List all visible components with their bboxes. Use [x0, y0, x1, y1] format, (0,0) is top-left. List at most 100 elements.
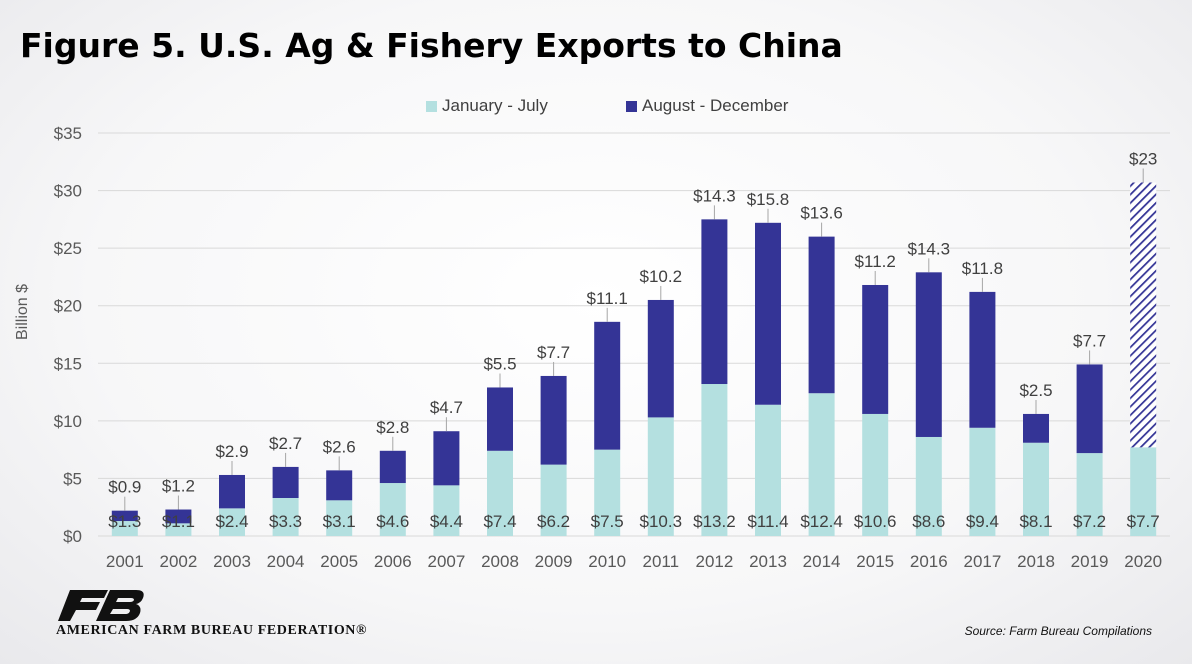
- bar-jan-jul-2012: [701, 384, 728, 536]
- data-label-jan-jul-2010: $7.5: [591, 512, 624, 531]
- data-label-jan-jul-2018: $8.1: [1019, 512, 1052, 531]
- source-note: Source: Farm Bureau Compilations: [964, 624, 1152, 638]
- bar-aug-dec-2018: [1023, 413, 1049, 443]
- data-label-jan-jul-2019: $7.2: [1073, 512, 1106, 531]
- data-label-jan-jul-2005: $3.1: [323, 512, 356, 531]
- data-label-aug-dec-2005: $2.6: [323, 437, 356, 456]
- legend-item-aug-dec: August - December: [626, 96, 788, 116]
- bar-jan-jul-2006: [379, 483, 406, 536]
- data-label-jan-jul-2008: $7.4: [483, 512, 516, 531]
- bar-aug-dec-2008: [487, 387, 513, 451]
- data-label-jan-jul-2006: $4.6: [376, 512, 409, 531]
- bar-jan-jul-2003: [219, 508, 245, 536]
- bar-aug-dec-2006: [379, 450, 406, 484]
- bar-aug-dec-2011: [647, 299, 674, 418]
- y-tick-label: $0: [63, 527, 82, 546]
- x-tick-label: 2006: [374, 552, 412, 571]
- data-label-aug-dec-2012: $14.3: [693, 186, 736, 205]
- bar-aug-dec-2014: [808, 236, 835, 394]
- fb-logo-icon: [58, 590, 144, 621]
- data-label-aug-dec-2007: $4.7: [430, 398, 463, 417]
- logo-text: AMERICAN FARM BUREAU FEDERATION®: [56, 623, 368, 638]
- legend-swatch-jan-jul: [426, 100, 437, 112]
- bar-aug-dec-2015: [862, 284, 889, 414]
- bar-jan-jul-2018: [1023, 442, 1049, 536]
- x-tick-label: 2009: [535, 552, 573, 571]
- x-tick-label: 2016: [910, 552, 948, 571]
- bar-jan-jul-2011: [647, 417, 674, 536]
- data-label-jan-jul-2013: $11.4: [747, 512, 788, 531]
- x-tick-label: 2011: [643, 552, 680, 571]
- y-tick-label: $15: [54, 354, 82, 373]
- data-label-aug-dec-2018: $2.5: [1019, 381, 1052, 400]
- data-label-jan-jul-2016: $8.6: [912, 512, 945, 531]
- bar-jan-jul-2015: [862, 413, 889, 536]
- y-tick-label: $30: [54, 182, 82, 201]
- legend-label-aug-dec: August - December: [642, 96, 789, 115]
- x-tick-label: 2004: [267, 552, 305, 571]
- legend: January - July August - December: [0, 96, 1192, 118]
- x-tick-label: 2012: [695, 552, 733, 571]
- bar-jan-jul-2014: [808, 393, 835, 536]
- bar-jan-jul-2013: [755, 404, 781, 536]
- bars: [111, 182, 1157, 536]
- y-tick-label: $5: [63, 469, 82, 488]
- data-label-jan-jul-2011: $10.3: [640, 512, 683, 531]
- y-axis-ticks: $0 $5 $10 $15 $20 $25 $30 $35: [54, 124, 82, 546]
- gridlines: [98, 132, 1170, 537]
- bar-jan-jul-2004: [272, 498, 299, 536]
- bar-aug-dec-2010: [594, 321, 621, 450]
- bar-jan-jul-2001: [111, 521, 138, 536]
- x-axis-ticks: 2001 2002 2003 2004 2005 2006 2007 2008 2009 2010…: [106, 552, 1162, 571]
- x-tick-label: 2020: [1124, 552, 1162, 571]
- data-label-aug-dec-2013: $15.8: [747, 190, 790, 209]
- x-tick-label: 2001: [106, 552, 144, 571]
- data-label-aug-dec-2002: $1.2: [162, 477, 195, 496]
- data-label-jan-jul-2020: $7.7: [1127, 512, 1160, 531]
- x-tick-label: 2002: [159, 552, 197, 571]
- bar-jan-jul-2002: [165, 523, 192, 536]
- bar-jan-jul-2005: [326, 500, 353, 536]
- x-tick-label: 2007: [427, 552, 465, 571]
- data-label-aug-dec-2001: $0.9: [108, 478, 141, 497]
- x-tick-label: 2005: [320, 552, 358, 571]
- y-tick-label: $25: [54, 239, 82, 258]
- x-tick-label: 2008: [481, 552, 519, 571]
- x-tick-label: 2003: [213, 552, 251, 571]
- data-label-jan-jul-2002: $1.1: [162, 512, 195, 531]
- data-label-jan-jul-2001: $1.3: [108, 512, 141, 531]
- x-tick-label: 2019: [1071, 552, 1109, 571]
- bar-aug-dec-2013: [755, 222, 781, 405]
- bar-aug-dec-2007: [433, 431, 460, 486]
- data-label-jan-jul-2003: $2.4: [215, 512, 248, 531]
- data-label-jan-jul-2015: $10.6: [854, 512, 897, 531]
- bar-aug-dec-2004: [272, 466, 299, 499]
- bar-jan-jul-2019: [1076, 453, 1103, 536]
- data-label-aug-dec-2003: $2.9: [215, 442, 248, 461]
- bar-aug-dec-2012: [701, 219, 728, 385]
- y-tick-label: $10: [54, 412, 82, 431]
- bar-jan-jul-2007: [433, 485, 460, 536]
- legend-item-jan-jul: January - July: [426, 96, 548, 116]
- bar-jan-jul-2017: [969, 427, 996, 536]
- bar-aug-dec-2001: [111, 510, 138, 522]
- bar-aug-dec-2002: [165, 509, 192, 524]
- data-label-aug-dec-2017: $11.8: [962, 259, 1003, 278]
- data-label-jan-jul-2014: $12.4: [800, 512, 843, 531]
- bar-jan-jul-2008: [487, 450, 513, 536]
- data-label-aug-dec-2019: $7.7: [1073, 331, 1106, 350]
- x-tick-label: 2018: [1017, 552, 1055, 571]
- bar-aug-dec-2017: [969, 291, 996, 428]
- data-label-aug-dec-2016: $14.3: [908, 239, 951, 258]
- bar-jan-jul-2009: [540, 464, 567, 536]
- data-label-jan-jul-2017: $9.4: [966, 512, 999, 531]
- data-label-jan-jul-2007: $4.4: [430, 512, 463, 531]
- data-label-jan-jul-2004: $3.3: [269, 512, 302, 531]
- x-tick-label: 2014: [803, 552, 841, 571]
- x-tick-label: 2013: [749, 552, 787, 571]
- data-label-aug-dec-2015: $11.2: [855, 252, 896, 271]
- data-labels: $1.3 $0.9 $1.1 $1.2 $2.4 $2.9 $3.3 $2.7 $3.1 $2.6…: [108, 150, 1159, 531]
- bar-aug-dec-2003: [219, 474, 245, 509]
- data-label-aug-dec-2008: $5.5: [483, 354, 516, 373]
- bar-aug-dec-2019: [1076, 364, 1103, 454]
